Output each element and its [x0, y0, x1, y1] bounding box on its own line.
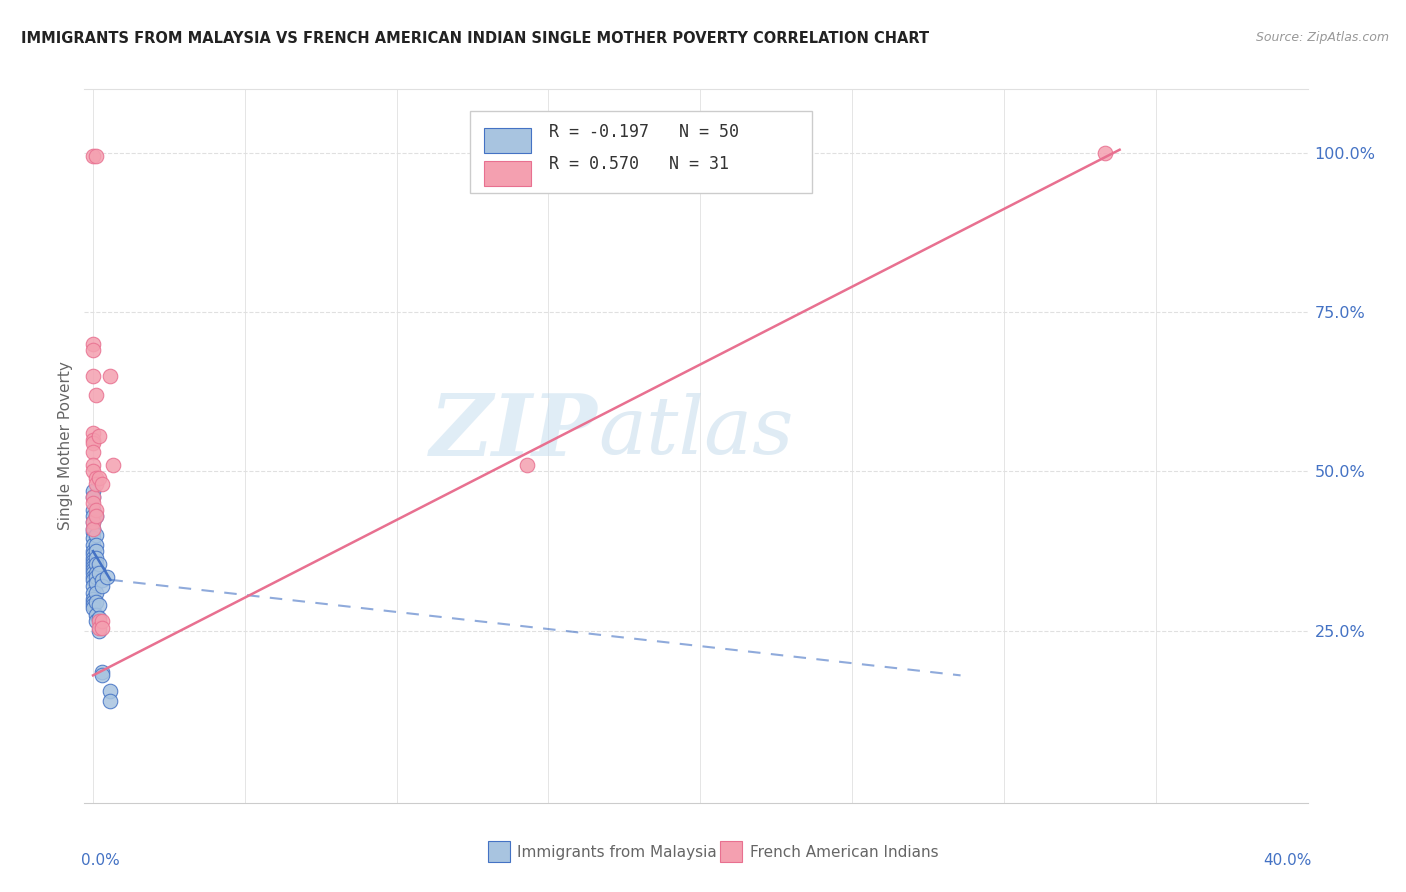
- Point: [87, 611, 110, 625]
- Point: [100, 694, 122, 708]
- Point: [84, 388, 107, 402]
- Point: [82, 538, 104, 552]
- Point: [82, 547, 104, 561]
- Point: [90, 621, 112, 635]
- Point: [82, 522, 104, 536]
- Point: [82, 591, 104, 606]
- Point: [82, 458, 104, 472]
- Point: [84, 509, 107, 524]
- Point: [96, 569, 118, 583]
- Point: [87, 624, 110, 638]
- Text: Source: ZipAtlas.com: Source: ZipAtlas.com: [1256, 31, 1389, 45]
- Point: [103, 458, 125, 472]
- Point: [90, 665, 112, 680]
- Point: [82, 490, 104, 504]
- Point: [82, 522, 104, 536]
- Point: [100, 368, 122, 383]
- Point: [82, 566, 104, 581]
- Point: [82, 368, 104, 383]
- Point: [82, 569, 104, 583]
- Text: French American Indians: French American Indians: [749, 845, 938, 860]
- Text: Immigrants from Malaysia: Immigrants from Malaysia: [517, 845, 717, 860]
- Point: [82, 560, 104, 574]
- Point: [1094, 145, 1116, 160]
- Text: R = -0.197   N = 50: R = -0.197 N = 50: [550, 123, 740, 142]
- Point: [84, 149, 107, 163]
- Point: [84, 566, 107, 581]
- Point: [82, 496, 104, 510]
- Point: [82, 532, 104, 546]
- Point: [82, 149, 104, 163]
- FancyBboxPatch shape: [488, 840, 510, 862]
- Point: [82, 599, 104, 613]
- Text: atlas: atlas: [598, 393, 793, 470]
- Point: [84, 509, 107, 524]
- Point: [82, 445, 104, 459]
- Point: [82, 435, 104, 450]
- Point: [82, 516, 104, 530]
- Text: 40.0%: 40.0%: [1263, 853, 1312, 868]
- Point: [87, 614, 110, 628]
- Point: [84, 557, 107, 571]
- Point: [82, 595, 104, 609]
- FancyBboxPatch shape: [470, 111, 813, 193]
- Text: 0.0%: 0.0%: [80, 853, 120, 868]
- Point: [84, 595, 107, 609]
- Point: [82, 433, 104, 447]
- Point: [84, 502, 107, 516]
- Point: [84, 471, 107, 485]
- Text: ZIP: ZIP: [430, 390, 598, 474]
- Text: IMMIGRANTS FROM MALAYSIA VS FRENCH AMERICAN INDIAN SINGLE MOTHER POVERTY CORRELA: IMMIGRANTS FROM MALAYSIA VS FRENCH AMERI…: [21, 31, 929, 46]
- Point: [84, 569, 107, 583]
- Point: [87, 429, 110, 443]
- Point: [82, 573, 104, 587]
- Point: [84, 614, 107, 628]
- FancyBboxPatch shape: [720, 840, 742, 862]
- Point: [82, 465, 104, 479]
- Point: [82, 601, 104, 615]
- Point: [90, 668, 112, 682]
- Point: [82, 579, 104, 593]
- Point: [87, 471, 110, 485]
- Point: [84, 544, 107, 558]
- Point: [84, 550, 107, 565]
- Point: [90, 579, 112, 593]
- Point: [84, 576, 107, 591]
- Point: [82, 490, 104, 504]
- Point: [87, 557, 110, 571]
- FancyBboxPatch shape: [484, 161, 531, 186]
- Point: [90, 573, 112, 587]
- Point: [84, 538, 107, 552]
- Point: [82, 524, 104, 539]
- Point: [82, 343, 104, 358]
- FancyBboxPatch shape: [484, 128, 531, 153]
- Point: [82, 557, 104, 571]
- Point: [82, 550, 104, 565]
- Point: [100, 684, 122, 698]
- Point: [87, 566, 110, 581]
- Point: [84, 607, 107, 622]
- Point: [82, 502, 104, 516]
- Point: [82, 516, 104, 530]
- Point: [82, 426, 104, 441]
- Point: [84, 477, 107, 491]
- Point: [84, 528, 107, 542]
- Point: [87, 621, 110, 635]
- Point: [516, 458, 538, 472]
- Text: R = 0.570   N = 31: R = 0.570 N = 31: [550, 155, 730, 173]
- Point: [90, 477, 112, 491]
- Point: [87, 599, 110, 613]
- Point: [82, 585, 104, 599]
- Point: [82, 509, 104, 524]
- Point: [90, 614, 112, 628]
- Point: [82, 483, 104, 498]
- Y-axis label: Single Mother Poverty: Single Mother Poverty: [58, 361, 73, 531]
- Point: [82, 544, 104, 558]
- Point: [82, 563, 104, 577]
- Point: [82, 554, 104, 568]
- Point: [84, 585, 107, 599]
- Point: [82, 337, 104, 351]
